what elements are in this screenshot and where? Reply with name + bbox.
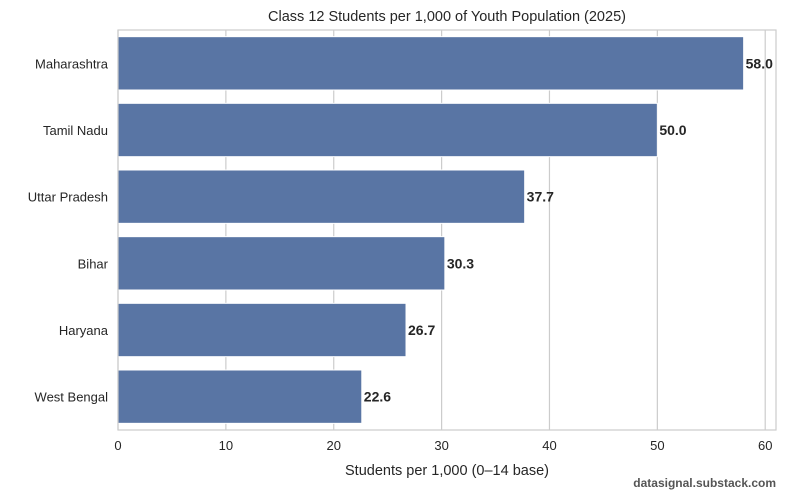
x-tick-label: 60	[758, 438, 772, 453]
bar	[117, 169, 526, 224]
x-axis-label: Students per 1,000 (0–14 base)	[345, 463, 549, 479]
y-tick-labels: Maharashtra Tamil Nadu Uttar Pradesh Bihar H…	[28, 56, 109, 404]
y-tick-label: West Bengal	[35, 390, 109, 405]
x-tick-label: 0	[114, 438, 121, 453]
data-label: 50.0	[659, 122, 686, 138]
data-label: 22.6	[364, 389, 391, 405]
bars	[117, 36, 745, 424]
bar	[117, 302, 407, 358]
data-label: 58.0	[746, 55, 773, 71]
source-footer: datasignal.substack.com	[633, 476, 776, 490]
bar	[117, 36, 745, 91]
y-tick-label: Tamil Nadu	[43, 123, 108, 138]
bar	[117, 236, 446, 291]
x-tick-label: 30	[434, 438, 448, 453]
data-labels: 58.0 50.0 37.7 30.3 26.7 22.6	[364, 55, 773, 404]
x-tick-label: 40	[542, 438, 556, 453]
y-tick-label: Bihar	[78, 256, 109, 271]
x-tick-label: 10	[219, 438, 233, 453]
bar	[117, 369, 363, 424]
bar	[117, 102, 658, 158]
y-tick-label: Haryana	[59, 323, 109, 338]
x-tick-labels: 0 10 20 30 40 50 60	[114, 438, 772, 453]
gridlines	[117, 30, 766, 430]
data-label: 26.7	[408, 322, 435, 338]
x-tick-label: 20	[327, 438, 341, 453]
x-tick-label: 50	[650, 438, 664, 453]
plot-frame	[117, 29, 777, 431]
y-tick-label: Uttar Pradesh	[28, 190, 108, 205]
data-label: 37.7	[527, 189, 554, 205]
chart-title: Class 12 Students per 1,000 of Youth Pop…	[268, 9, 626, 25]
y-tick-label: Maharashtra	[35, 56, 109, 71]
data-label: 30.3	[447, 255, 474, 271]
